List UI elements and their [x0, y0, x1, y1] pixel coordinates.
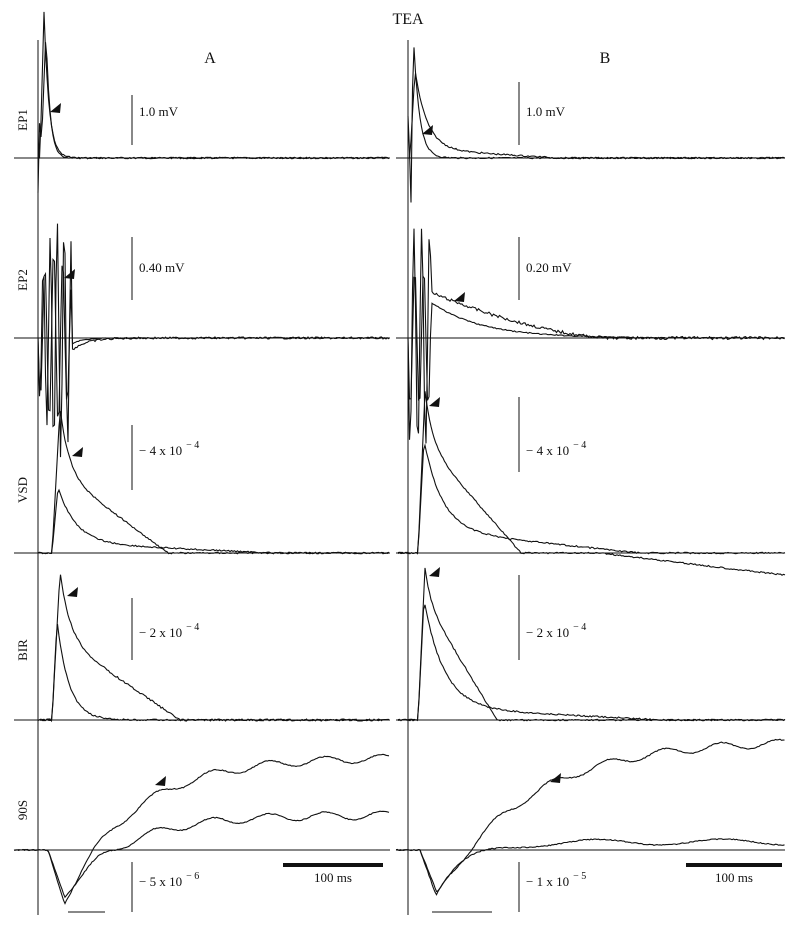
scale-bar-label: 0.20 mV: [526, 260, 572, 275]
arrowhead: [50, 103, 61, 113]
scale-exponent: − 4: [186, 622, 199, 633]
scale-text: 0.40 mV: [139, 260, 185, 275]
column-label: A: [204, 50, 216, 67]
trace: [407, 274, 785, 401]
time-bar-label: 100 ms: [314, 870, 352, 885]
title: TEA: [392, 11, 424, 28]
scale-text: − 5 x 10: [139, 874, 182, 889]
row-label: EP2: [15, 269, 30, 291]
trace: [407, 228, 785, 444]
scale-exponent: − 4: [573, 440, 586, 451]
arrowhead: [155, 776, 166, 786]
scale-text: − 2 x 10: [526, 625, 569, 640]
scale-bar-label: − 1 x 10 − 5: [526, 871, 586, 889]
trace: [37, 223, 390, 458]
arrowhead: [429, 397, 440, 407]
scale-exponent: − 4: [186, 440, 199, 451]
trace: [13, 753, 390, 905]
trace: [37, 11, 390, 160]
trace: [397, 443, 786, 555]
trace: [37, 258, 390, 417]
arrowhead: [67, 587, 78, 597]
trace: [407, 47, 785, 203]
scale-bar-label: 1.0 mV: [526, 104, 566, 119]
scale-text: − 4 x 10: [139, 443, 182, 458]
arrowhead: [64, 269, 75, 279]
trace: [395, 838, 785, 896]
trace: [13, 810, 390, 899]
scale-bar-label: − 4 x 10 − 4: [526, 440, 586, 458]
scale-text: − 1 x 10: [526, 874, 569, 889]
trace: [397, 604, 786, 722]
scale-text: 1.0 mV: [139, 104, 179, 119]
arrowhead: [454, 292, 465, 302]
row-label: BIR: [15, 639, 30, 661]
scale-bar-label: − 4 x 10 − 4: [139, 440, 199, 458]
scale-exponent: − 4: [573, 622, 586, 633]
trace: [37, 488, 390, 555]
scale-bar-label: − 2 x 10 − 4: [526, 622, 586, 640]
trace: [397, 567, 786, 722]
arrowhead: [422, 125, 433, 135]
row-label: 90S: [15, 800, 30, 820]
trace: [397, 391, 786, 576]
scale-bar-label: 0.40 mV: [139, 260, 185, 275]
scale-text: − 4 x 10: [526, 443, 569, 458]
trace: [37, 42, 390, 193]
scale-bar-label: 1.0 mV: [139, 104, 179, 119]
scale-text: 0.20 mV: [526, 260, 572, 275]
scale-exponent: − 5: [573, 871, 586, 882]
scale-exponent: − 6: [186, 871, 199, 882]
scale-text: 1.0 mV: [526, 104, 566, 119]
column-label: B: [600, 50, 611, 67]
arrowhead: [429, 567, 440, 577]
scale-bar-label: − 2 x 10 − 4: [139, 622, 199, 640]
time-bar-label: 100 ms: [715, 870, 753, 885]
arrowhead: [72, 447, 83, 457]
trace: [37, 411, 390, 555]
trace: [37, 624, 389, 722]
scale-text: − 2 x 10: [139, 625, 182, 640]
trace: [407, 73, 785, 160]
scale-bar-label: − 5 x 10 − 6: [139, 871, 199, 889]
row-label: VSD: [15, 477, 30, 503]
arrowhead: [550, 773, 561, 783]
trace: [37, 574, 390, 723]
trace: [395, 738, 785, 893]
row-label: EP1: [15, 109, 30, 131]
